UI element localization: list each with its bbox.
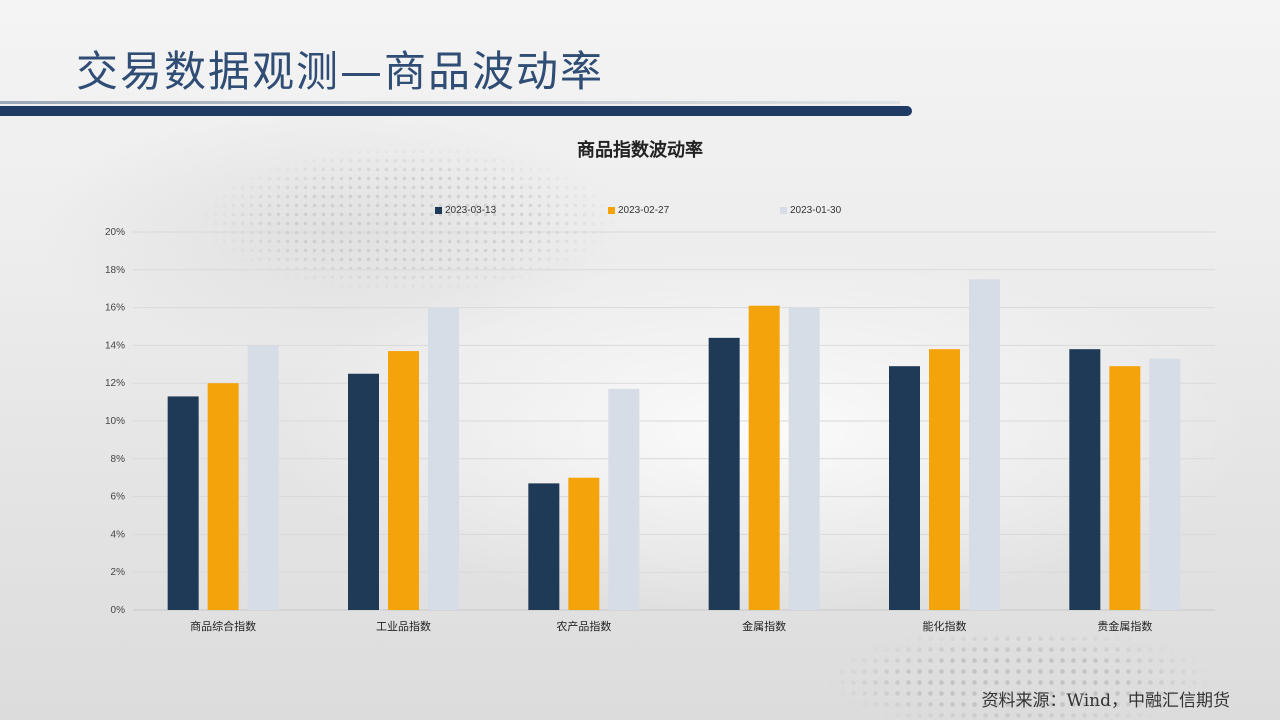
bar (428, 307, 459, 610)
y-tick-label: 6% (111, 492, 126, 503)
bar (247, 345, 279, 610)
bar (207, 383, 239, 610)
x-tick-label: 贵金属指数 (1097, 619, 1152, 633)
legend-swatch-series-2 (608, 207, 615, 214)
y-tick-label: 0% (111, 605, 126, 616)
background-floor-dots (760, 600, 1280, 720)
chart-legend: 2023-03-13 2023-02-27 2023-01-30 (0, 205, 1280, 219)
title-underline (0, 106, 912, 116)
legend-label-series-3: 2023-01-30 (790, 205, 842, 216)
legend-item-series-2: 2023-02-27 (608, 205, 669, 216)
bar (568, 477, 600, 610)
y-tick-label: 16% (105, 303, 125, 314)
y-tick-label: 2% (111, 567, 126, 578)
bar (608, 388, 640, 610)
x-tick-label: 金属指数 (742, 619, 786, 633)
bar (1109, 366, 1141, 610)
bar (969, 279, 1000, 610)
x-tick-label: 农产品指数 (556, 619, 611, 633)
bar (748, 305, 780, 610)
bar (348, 373, 379, 610)
bar (929, 349, 960, 610)
y-tick-label: 4% (111, 529, 126, 540)
title-underline-light (0, 101, 900, 104)
y-tick-label: 8% (111, 454, 126, 465)
source-note: 资料来源：Wind，中融汇信期货 (981, 691, 1230, 711)
bar (708, 337, 740, 610)
background-world-map-dots (130, 120, 690, 320)
bar (788, 307, 820, 610)
legend-label-series-1: 2023-03-13 (445, 205, 497, 216)
legend-item-series-3: 2023-01-30 (780, 205, 841, 216)
x-tick-label: 商品综合指数 (190, 619, 256, 633)
y-tick-label: 10% (105, 416, 125, 427)
legend-swatch-series-1 (435, 207, 442, 214)
chart-title: 商品指数波动率 (577, 140, 703, 161)
y-tick-label: 18% (105, 265, 125, 276)
bar (1149, 358, 1181, 610)
bar (388, 351, 419, 610)
legend-item-series-1: 2023-03-13 (435, 205, 496, 216)
y-tick-label: 20% (105, 227, 125, 238)
x-tick-label: 工业品指数 (376, 619, 431, 633)
x-tick-label: 能化指数 (923, 619, 967, 633)
legend-label-series-2: 2023-02-27 (618, 205, 670, 216)
bar (167, 396, 199, 610)
legend-swatch-series-3 (780, 207, 787, 214)
title-bar: 交易数据观测—商品波动率 (0, 0, 920, 120)
bar (889, 366, 920, 610)
y-tick-label: 14% (105, 340, 125, 351)
bar (528, 483, 560, 610)
y-tick-label: 12% (105, 378, 125, 389)
bar (1069, 349, 1101, 610)
page-title: 交易数据观测—商品波动率 (76, 47, 605, 96)
